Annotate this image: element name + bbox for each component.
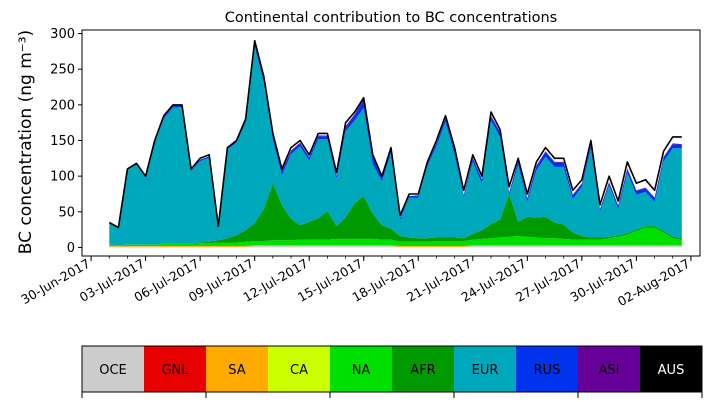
- legend-label-afr: AFR: [410, 363, 435, 378]
- legend-label-asi: ASI: [599, 363, 620, 378]
- legend-swatch-afr: [392, 346, 455, 392]
- y-tick-label: 250: [50, 63, 75, 78]
- legend-swatch-oce: [82, 346, 145, 392]
- legend-label-rus: RUS: [534, 363, 561, 378]
- legend-swatch-aus: [640, 346, 703, 392]
- plot-frame: [81, 29, 701, 257]
- legend-swatch-gnl: [144, 346, 207, 392]
- legend-swatch-sa: [206, 346, 269, 392]
- legend-label-gnl: GNL: [161, 363, 189, 378]
- legend-label-aus: AUS: [658, 363, 685, 378]
- y-tick-label: 0: [67, 241, 75, 256]
- area-sa: [109, 245, 682, 247]
- area-afr: [109, 183, 682, 246]
- legend-swatch-asi: [578, 346, 641, 392]
- chart-title: Continental contribution to BC concentra…: [225, 10, 557, 26]
- legend-label-na: NA: [352, 363, 371, 378]
- legend-label-oce: OCE: [99, 363, 127, 378]
- legend-swatch-rus: [516, 346, 579, 392]
- y-tick-label: 200: [50, 98, 75, 113]
- total-line: [108, 39, 682, 229]
- y-tick-label: 100: [50, 170, 75, 185]
- legend-label-eur: EUR: [472, 363, 499, 378]
- y-axis-label: BC concentration (ng m⁻³): [16, 30, 36, 254]
- area-oce: [109, 246, 682, 248]
- legend-frame: [81, 345, 703, 393]
- legend-swatch-na: [330, 346, 393, 392]
- legend-label-ca: CA: [290, 363, 308, 378]
- legend-swatch-eur: [454, 346, 517, 392]
- legend-swatch-ca: [268, 346, 331, 392]
- area-eur: [109, 46, 682, 246]
- y-tick-label: 300: [50, 27, 75, 42]
- area-na: [109, 227, 682, 246]
- legend-label-sa: SA: [228, 363, 245, 378]
- y-tick-label: 150: [50, 134, 75, 149]
- y-tick-label: 50: [58, 205, 75, 220]
